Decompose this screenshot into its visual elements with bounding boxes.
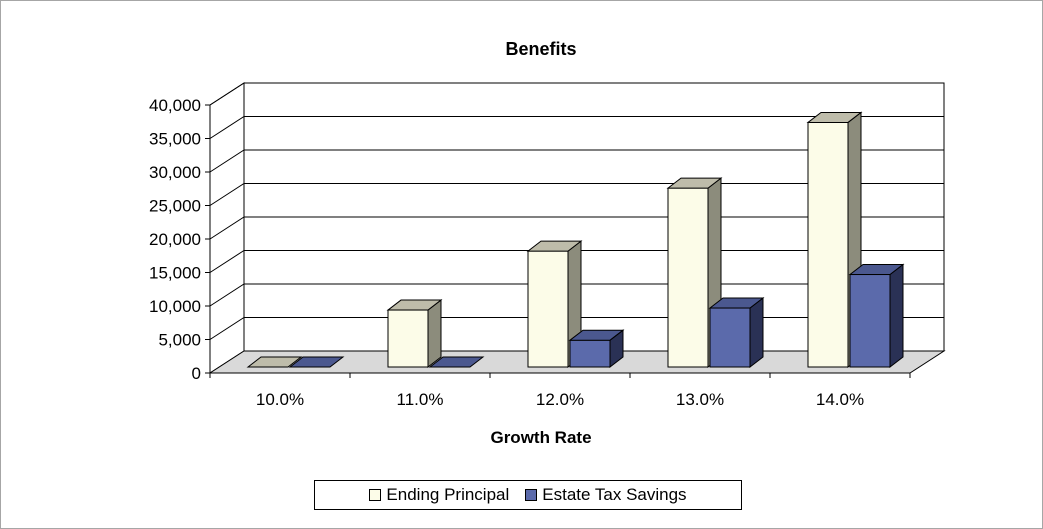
x-tick-label: 14.0% (816, 390, 864, 409)
y-tick-label: 15,000 (149, 264, 201, 283)
y-tick-label: 5,000 (158, 331, 201, 350)
bar-front (387, 309, 429, 368)
gridline (209, 116, 944, 139)
bar-top (428, 356, 485, 368)
legend-item-ending-principal: Ending Principal (369, 485, 509, 505)
bar-front (667, 187, 709, 368)
bar (288, 356, 345, 368)
bar-top (568, 329, 625, 341)
bar-top (806, 111, 863, 123)
bar-front (807, 121, 849, 368)
y-tick-label: 0 (192, 364, 201, 383)
bar (568, 329, 625, 369)
bar (708, 297, 765, 369)
gridline (209, 82, 944, 106)
bar (386, 299, 443, 369)
bar-side (749, 297, 764, 369)
x-tick-label: 12.0% (536, 390, 584, 409)
bar (246, 356, 303, 368)
legend: Ending Principal Estate Tax Savings (314, 480, 742, 510)
legend-swatch-estate-tax-savings (525, 489, 538, 501)
bar-top (386, 299, 443, 311)
chart-title: Benefits (505, 39, 576, 59)
x-tick-label: 10.0% (256, 390, 304, 409)
y-tick-label: 25,000 (149, 197, 201, 216)
bar (848, 263, 905, 369)
legend-label-ending-principal: Ending Principal (386, 485, 510, 504)
bars (246, 111, 905, 369)
bar-top (526, 240, 583, 252)
bar-front (709, 307, 751, 368)
bar-front (527, 250, 569, 368)
y-axis-ticks: 0 5,000 10,000 15,000 20,000 25,000 30,000 35,0… (149, 96, 210, 383)
bar-front (849, 274, 891, 368)
x-tick-label: 13.0% (676, 390, 724, 409)
y-tick-label: 30,000 (149, 163, 201, 182)
bar (428, 356, 485, 368)
bar-side (427, 299, 442, 369)
y-tick-label: 35,000 (149, 130, 201, 149)
bar-side (889, 263, 904, 369)
y-tick-label: 20,000 (149, 230, 201, 249)
bar-top (666, 177, 723, 189)
bar-top (288, 356, 345, 368)
bar-top (708, 297, 765, 309)
x-tick-label: 11.0% (397, 390, 444, 409)
y-tick-label: 40,000 (149, 96, 201, 115)
y-tick-label: 10,000 (149, 297, 201, 316)
bar-top (246, 356, 303, 368)
bar (526, 240, 583, 369)
x-axis-ticks: 10.0% 11.0% 12.0% 13.0% 14.0% (209, 373, 911, 409)
gridline (209, 149, 944, 173)
bar-front (569, 339, 611, 368)
legend-label-estate-tax-savings: Estate Tax Savings (542, 485, 687, 504)
bar-top (848, 264, 905, 276)
bar (666, 177, 723, 369)
legend-item-estate-tax-savings: Estate Tax Savings (525, 485, 687, 505)
x-axis-label: Growth Rate (490, 428, 591, 447)
legend-swatch-ending-principal (369, 489, 382, 501)
